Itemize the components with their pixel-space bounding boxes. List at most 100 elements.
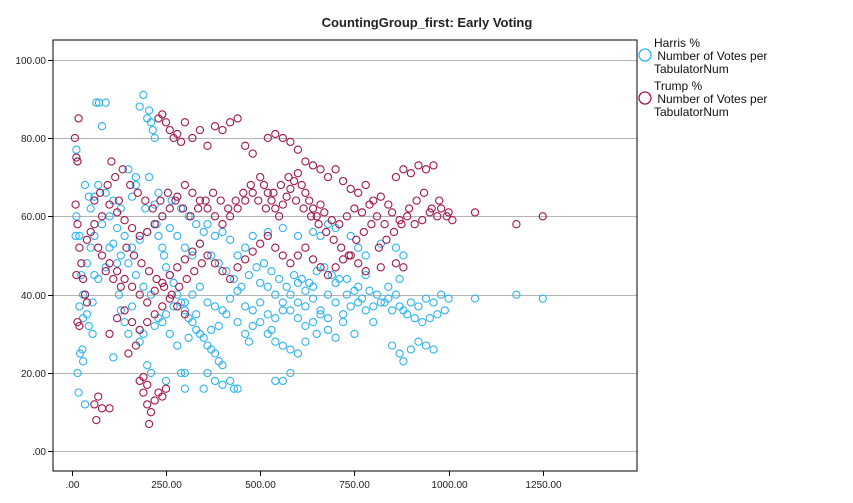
data-point-trump — [165, 204, 174, 213]
data-point-harris — [440, 306, 449, 315]
legend-marker-harris — [638, 48, 652, 62]
data-point-trump — [425, 208, 434, 217]
data-point-trump — [94, 392, 103, 401]
data-point-harris — [184, 333, 193, 342]
data-point-trump — [218, 267, 227, 276]
data-point-harris — [286, 290, 295, 299]
data-point-harris — [210, 302, 220, 311]
data-point-trump — [419, 188, 429, 197]
data-point-trump — [374, 243, 384, 252]
data-point-harris — [203, 368, 212, 378]
data-point-harris — [429, 345, 438, 354]
data-point-trump — [190, 267, 199, 276]
data-point-harris — [274, 274, 284, 284]
data-point-trump — [112, 208, 122, 217]
data-point-trump — [306, 212, 316, 221]
data-point-trump — [173, 263, 182, 272]
data-point-harris — [248, 306, 257, 315]
data-point-trump — [316, 263, 325, 272]
data-point-harris — [199, 227, 208, 237]
data-point-harris — [127, 302, 137, 311]
data-point-harris — [101, 98, 110, 107]
data-point-trump — [135, 290, 144, 299]
data-point-trump — [165, 270, 174, 280]
data-point-harris — [316, 310, 325, 319]
data-point-harris — [90, 192, 99, 201]
data-point-harris — [425, 314, 434, 323]
data-point-harris — [429, 298, 438, 307]
data-point-harris — [92, 98, 101, 107]
data-point-trump — [322, 227, 331, 237]
data-point-harris — [84, 192, 93, 201]
data-point-harris — [150, 200, 159, 209]
data-point-harris — [207, 251, 216, 260]
data-point-harris — [305, 278, 314, 288]
data-point-harris — [263, 282, 272, 291]
data-point-trump — [429, 161, 438, 170]
data-point-trump — [156, 196, 165, 205]
data-point-trump — [73, 317, 82, 327]
data-point-trump — [90, 220, 99, 229]
data-point-harris — [293, 298, 303, 307]
data-point-trump — [399, 263, 408, 272]
data-point-harris — [399, 357, 408, 366]
data-point-trump — [389, 227, 399, 237]
data-point-trump — [208, 188, 218, 197]
data-point-harris — [286, 306, 295, 315]
data-point-trump — [75, 321, 84, 331]
data-point-harris — [361, 306, 370, 315]
data-point-harris — [342, 290, 352, 299]
data-point-harris — [165, 329, 174, 339]
data-point-trump — [241, 141, 250, 150]
data-point-harris — [86, 204, 95, 213]
data-point-trump — [331, 263, 340, 272]
data-point-trump — [111, 172, 120, 182]
data-point-harris — [244, 270, 254, 280]
axis-layer: .00 20.00 40.00 60.00 80.00 100.00 .00 250.00 50… — [15, 39, 638, 491]
data-point-harris — [384, 282, 393, 291]
data-point-harris — [173, 290, 182, 299]
data-point-harris — [267, 325, 276, 335]
data-point-harris — [180, 243, 190, 252]
data-point-trump — [74, 114, 83, 123]
data-point-trump — [107, 157, 116, 166]
data-point-trump — [299, 204, 308, 213]
data-point-trump — [233, 114, 242, 123]
points-layer — [70, 90, 547, 429]
data-point-harris — [78, 345, 87, 354]
data-point-harris — [346, 231, 355, 241]
data-point-harris — [180, 306, 190, 315]
data-point-harris — [406, 345, 416, 354]
data-point-harris — [308, 294, 318, 303]
data-point-trump — [143, 380, 152, 389]
data-point-trump — [218, 220, 227, 229]
data-point-trump — [241, 255, 250, 264]
data-point-harris — [391, 243, 401, 252]
data-point-harris — [241, 243, 250, 252]
data-point-trump — [73, 157, 82, 166]
legend-marker-trump — [638, 91, 652, 105]
data-point-trump — [301, 157, 310, 166]
data-point-harris — [158, 243, 167, 252]
data-point-trump — [165, 125, 174, 135]
grid-layer — [53, 60, 637, 452]
data-point-trump — [210, 212, 220, 221]
data-point-trump — [158, 212, 167, 221]
data-point-harris — [114, 290, 124, 299]
data-point-trump — [312, 212, 321, 221]
data-point-harris — [271, 290, 280, 299]
data-point-harris — [323, 290, 333, 299]
data-point-harris — [335, 274, 344, 284]
data-point-harris — [410, 314, 419, 323]
data-point-trump — [436, 204, 446, 213]
data-point-trump — [372, 212, 382, 221]
data-point-harris — [214, 321, 223, 331]
data-point-harris — [78, 357, 88, 366]
data-point-harris — [301, 321, 310, 331]
data-point-trump — [82, 235, 92, 244]
data-point-harris — [338, 317, 348, 327]
data-point-trump — [146, 408, 156, 417]
data-point-trump — [263, 188, 272, 197]
data-point-harris — [116, 306, 125, 315]
data-point-trump — [86, 227, 95, 237]
